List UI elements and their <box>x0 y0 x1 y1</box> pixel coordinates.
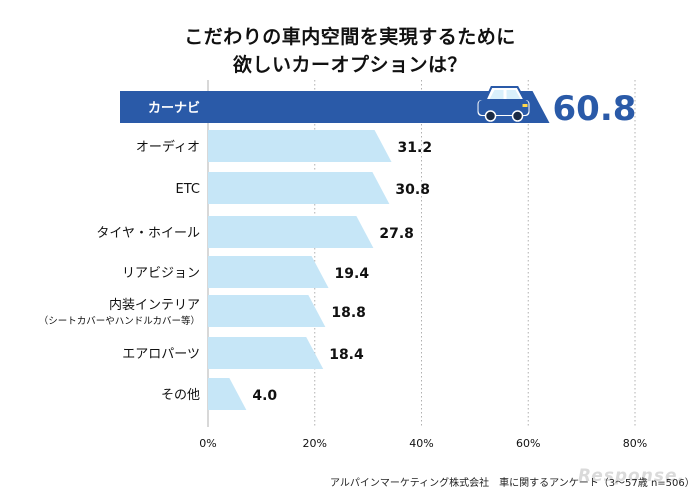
car-icon <box>475 86 532 122</box>
x-tick-label: 20% <box>303 437 327 450</box>
bar <box>208 91 550 123</box>
data-label: 4.0 <box>252 388 277 404</box>
category-label: 内装インテリア <box>109 297 200 313</box>
bar <box>208 337 324 369</box>
bar <box>208 172 390 204</box>
data-label: 19.4 <box>335 266 370 282</box>
category-label: カーナビ <box>148 100 200 116</box>
grid-layer <box>207 80 636 427</box>
x-tick-label: 80% <box>623 437 647 450</box>
x-tick-label: 60% <box>516 437 540 450</box>
category-label: その他 <box>161 388 200 403</box>
data-label: 18.8 <box>331 305 366 321</box>
bar <box>208 378 247 410</box>
label-layer: 0% 20% 40% 60% 80% カーナビ 60.8 オーディオ 31.2 ETC 30.8 タイ… <box>39 86 647 450</box>
bar <box>208 130 392 162</box>
watermark-text: Response. <box>578 466 685 486</box>
category-label: タイヤ・ホイール <box>96 226 200 241</box>
category-sublabel: （シートカバーやハンドルカバー等） <box>39 315 200 327</box>
data-label: 27.8 <box>379 226 414 242</box>
bar <box>208 216 374 248</box>
highlight-band <box>120 91 208 123</box>
bar-layer <box>120 91 550 410</box>
source-note: アルパインマーケティング株式会社 車に関するアンケート（3～57歳 n=506） <box>330 478 695 489</box>
x-tick-label: 0% <box>199 437 216 450</box>
x-tick-label: 40% <box>409 437 433 450</box>
category-label: ETC <box>176 182 200 197</box>
category-label: オーディオ <box>136 139 200 155</box>
data-label: 60.8 <box>553 89 637 129</box>
category-label: エアロパーツ <box>122 347 200 362</box>
data-label: 30.8 <box>395 182 430 198</box>
bar <box>208 295 326 327</box>
category-label: リアビジョン <box>122 266 200 281</box>
chart-title-line-2: 欲しいカーオプションは？ <box>232 54 467 76</box>
bar <box>208 256 329 288</box>
data-label: 31.2 <box>398 140 433 156</box>
chart-title-line-1: こだわりの車内空間を実現するために <box>184 26 516 48</box>
data-label: 18.4 <box>329 347 364 363</box>
